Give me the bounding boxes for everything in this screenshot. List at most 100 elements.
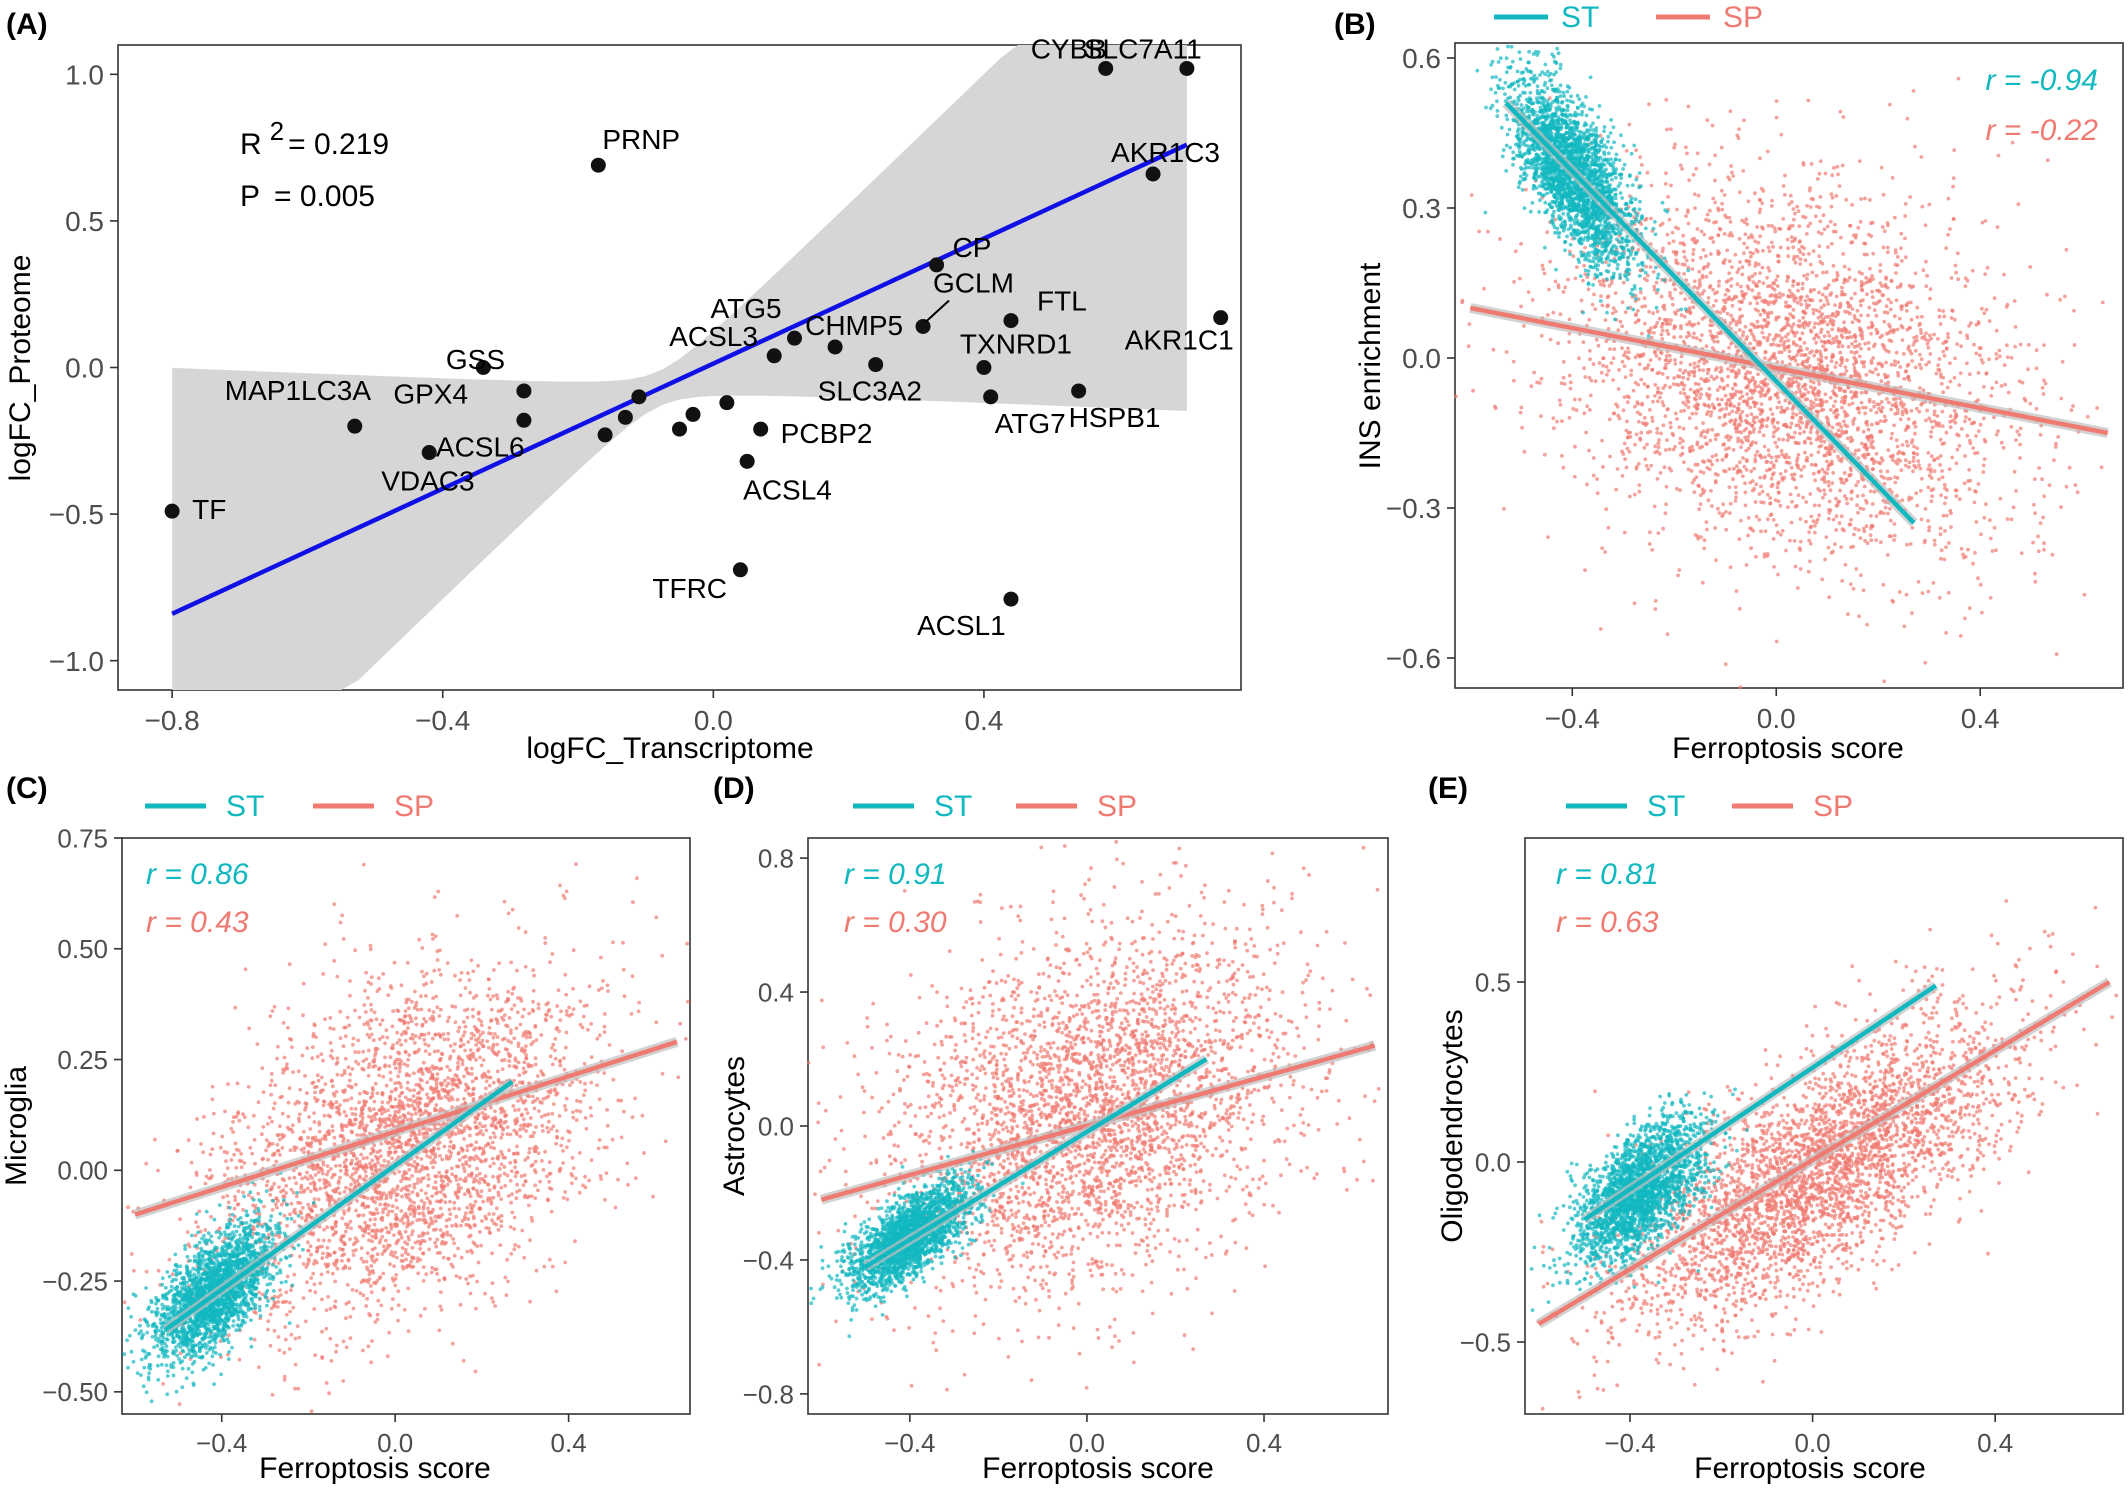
scatter-point	[1838, 422, 1842, 426]
scatter-point	[1573, 398, 1577, 402]
scatter-point	[1783, 174, 1787, 178]
scatter-point	[1817, 291, 1821, 295]
data-point	[740, 454, 755, 469]
scatter-point	[1904, 464, 1908, 468]
scatter-point	[1795, 353, 1799, 357]
scatter-point	[1748, 302, 1752, 306]
scatter-point	[1602, 129, 1606, 133]
scatter-point	[1706, 428, 1710, 432]
scatter-point	[1842, 281, 1846, 285]
scatter-point	[1807, 570, 1811, 574]
scatter-point	[2068, 466, 2072, 470]
scatter-point	[1685, 335, 1689, 339]
scatter-point	[1691, 252, 1695, 256]
scatter-point	[1777, 499, 1781, 503]
scatter-point	[1755, 301, 1759, 305]
scatter-point	[1684, 307, 1688, 311]
scatter-point	[1871, 252, 1875, 256]
scatter-point	[1592, 474, 1596, 478]
scatter-point	[1859, 347, 1863, 351]
data-point	[733, 562, 748, 577]
scatter-point	[1880, 334, 1884, 338]
scatter-point	[1637, 483, 1641, 487]
scatter-point	[2028, 265, 2032, 269]
scatter-point	[1759, 529, 1763, 533]
scatter-point	[1618, 417, 1622, 421]
scatter-point	[1729, 314, 1733, 318]
scatter-point	[2065, 485, 2069, 489]
scatter-point	[1889, 519, 1893, 523]
scatter-point	[1756, 320, 1760, 324]
scatter-point	[1583, 375, 1587, 379]
scatter-point	[1612, 306, 1616, 310]
scatter-point	[1770, 199, 1774, 203]
scatter-point	[1828, 449, 1832, 453]
scatter-point	[1757, 280, 1761, 284]
scatter-point	[1853, 314, 1857, 318]
scatter-point	[1798, 546, 1802, 550]
scatter-point	[1717, 280, 1721, 284]
scatter-point	[1926, 519, 1930, 523]
scatter-point	[1826, 330, 1830, 334]
scatter-point	[1621, 452, 1625, 456]
scatter-point	[1812, 326, 1816, 330]
scatter-point	[1864, 406, 1868, 410]
scatter-point	[1994, 548, 1998, 552]
scatter-point	[1741, 265, 1745, 269]
scatter-point	[1790, 422, 1794, 426]
scatter-point	[1514, 249, 1518, 253]
scatter-point	[1896, 360, 1900, 364]
scatter-point	[1846, 302, 1850, 306]
scatter-point	[1520, 426, 1524, 430]
panel-b-label: (B)	[1334, 8, 1376, 41]
scatter-point	[1907, 417, 1911, 421]
scatter-point	[1635, 433, 1639, 437]
scatter-point	[1669, 425, 1673, 429]
scatter-point	[1858, 326, 1862, 330]
scatter-point	[1777, 400, 1781, 404]
scatter-point	[1672, 239, 1676, 243]
scatter-point	[1573, 236, 1577, 240]
scatter-point	[1774, 278, 1778, 282]
scatter-point	[1787, 456, 1791, 460]
scatter-point	[1502, 148, 1506, 152]
scatter-point	[1751, 252, 1755, 256]
scatter-point	[1818, 172, 1822, 176]
scatter-point	[1519, 242, 1523, 246]
scatter-point	[1954, 264, 1958, 268]
scatter-point	[1716, 507, 1720, 511]
scatter-point	[1589, 75, 1593, 79]
scatter-point	[1610, 178, 1614, 182]
scatter-point	[1843, 398, 1847, 402]
scatter-point	[1687, 178, 1691, 182]
scatter-point	[1881, 293, 1885, 297]
scatter-point	[1786, 317, 1790, 321]
scatter-point	[1695, 336, 1699, 340]
scatter-point	[1946, 332, 1950, 336]
scatter-point	[1760, 201, 1764, 205]
scatter-point	[1850, 396, 1854, 400]
scatter-point	[1720, 208, 1724, 212]
scatter-point	[1798, 432, 1802, 436]
scatter-point	[1835, 295, 1839, 299]
scatter-point	[1995, 433, 1999, 437]
scatter-point	[1931, 487, 1935, 491]
scatter-point	[1582, 411, 1586, 415]
scatter-point	[1587, 318, 1591, 322]
scatter-point	[1912, 459, 1916, 463]
scatter-point	[1609, 157, 1613, 161]
scatter-point	[1914, 491, 1918, 495]
scatter-point	[1672, 335, 1676, 339]
scatter-point	[1924, 223, 1928, 227]
scatter-point	[1859, 304, 1863, 308]
scatter-point	[1844, 365, 1848, 369]
scatter-point	[1687, 222, 1691, 226]
panel-b-legend: ST SP	[1494, 1, 1763, 34]
scatter-point	[1826, 420, 1830, 424]
scatter-point	[1885, 397, 1889, 401]
scatter-point	[1713, 179, 1717, 183]
scatter-point	[1815, 366, 1819, 370]
scatter-point	[1612, 347, 1616, 351]
scatter-point	[1767, 389, 1771, 393]
scatter-point	[1781, 327, 1785, 331]
